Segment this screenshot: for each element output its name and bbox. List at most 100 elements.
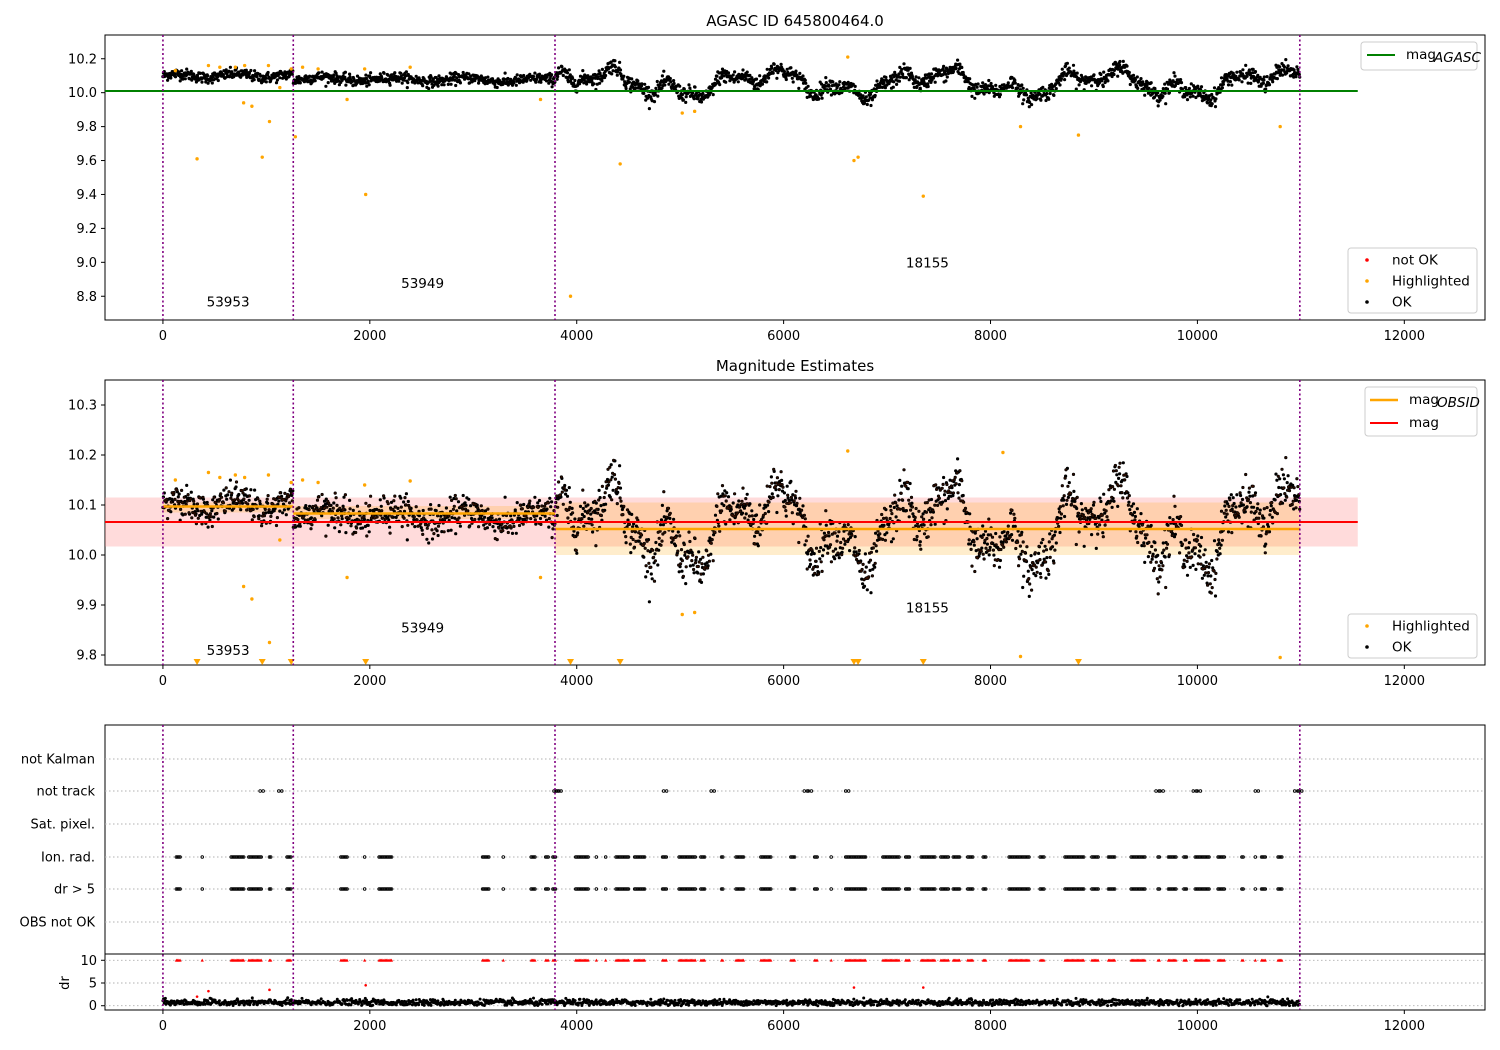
ok-point — [875, 79, 879, 83]
ok-point — [493, 82, 497, 87]
ok-point — [642, 91, 646, 95]
ok-point — [239, 75, 243, 79]
ok-point — [1063, 78, 1067, 82]
ok-point — [324, 84, 328, 88]
ok-point — [613, 65, 618, 69]
ok-point — [1045, 556, 1049, 560]
ok-point — [1273, 498, 1277, 502]
y-tick-label: 9.4 — [76, 188, 97, 203]
highlighted-point — [568, 294, 573, 298]
ok-point — [596, 75, 600, 79]
ok-point — [1156, 104, 1160, 108]
ok-point — [320, 70, 324, 74]
ok-point — [754, 513, 759, 517]
highlighted-point — [195, 157, 199, 161]
highlighted-point — [408, 65, 412, 69]
ok-point — [687, 83, 691, 87]
ok-point — [642, 555, 646, 559]
ok-point — [1237, 78, 1241, 82]
ok-point — [1118, 59, 1122, 64]
ok-point — [672, 81, 676, 86]
ok-point — [737, 499, 741, 503]
ok-point — [694, 558, 698, 562]
ok-point — [1099, 72, 1103, 77]
ok-point — [1153, 541, 1157, 545]
ok-point — [1246, 81, 1250, 85]
highlighted-point — [1278, 124, 1282, 129]
ok-point — [1163, 555, 1167, 559]
ok-point — [1016, 86, 1020, 90]
y-tick-label: 9.8 — [76, 649, 97, 664]
legend-label: OK — [1392, 295, 1413, 311]
ok-point — [997, 565, 1002, 569]
ok-point — [1265, 75, 1269, 79]
ok-point — [1187, 541, 1191, 545]
ok-point — [715, 74, 719, 78]
ok-point — [483, 515, 487, 519]
ok-point — [1185, 98, 1190, 102]
ok-point — [1248, 494, 1252, 498]
ok-point — [891, 85, 895, 89]
ok-point — [611, 488, 615, 492]
ok-point — [726, 495, 731, 499]
ok-point — [960, 65, 964, 70]
ok-point — [904, 509, 909, 513]
ok-point — [490, 77, 495, 81]
ok-point — [1101, 84, 1105, 89]
ok-point — [975, 85, 979, 89]
ok-point — [367, 83, 371, 87]
ok-point — [343, 70, 347, 74]
ok-point — [1234, 505, 1238, 509]
ok-point — [627, 80, 632, 84]
ok-point — [397, 79, 401, 83]
ok-point — [1041, 85, 1045, 89]
ok-point — [183, 77, 187, 81]
ok-point — [655, 79, 659, 84]
ok-point — [189, 490, 193, 494]
ok-point — [380, 76, 384, 80]
ok-point — [1235, 493, 1239, 497]
ok-point — [1229, 493, 1233, 497]
ok-point — [615, 73, 619, 77]
ok-point — [668, 76, 672, 81]
ok-point — [210, 509, 214, 513]
ok-point — [1065, 61, 1069, 65]
ok-point — [427, 541, 431, 545]
ok-point — [1220, 86, 1224, 90]
highlighted-point — [173, 68, 178, 73]
ok-point — [660, 503, 665, 507]
ok-point — [247, 498, 251, 502]
ok-point — [718, 83, 722, 87]
ok-point — [1063, 514, 1067, 519]
ok-point — [561, 73, 565, 78]
y-tick-label: 10.2 — [68, 52, 97, 67]
x-tick-label: 10000 — [1177, 674, 1218, 689]
ok-point — [632, 80, 636, 84]
ok-point — [944, 79, 948, 83]
ok-point — [772, 469, 776, 473]
ok-point — [610, 475, 614, 479]
ok-point — [1280, 73, 1285, 77]
ok-point — [1255, 506, 1259, 511]
ok-point — [1142, 541, 1146, 545]
ok-point — [364, 73, 368, 77]
ok-point — [622, 530, 626, 534]
ok-point — [1002, 530, 1006, 534]
ok-point — [1186, 546, 1191, 550]
ok-point — [537, 498, 542, 503]
ok-point — [298, 81, 302, 85]
ok-point — [618, 486, 623, 490]
ok-point — [297, 75, 301, 79]
ok-point — [1039, 98, 1043, 102]
ok-point — [898, 478, 902, 482]
ok-point — [882, 81, 886, 85]
ok-point — [539, 80, 543, 84]
ok-point — [725, 491, 729, 495]
ok-point — [1193, 552, 1197, 556]
ok-point — [1118, 63, 1122, 67]
ok-point — [449, 528, 453, 532]
highlighted-point — [345, 97, 349, 102]
ok-point — [631, 85, 635, 89]
